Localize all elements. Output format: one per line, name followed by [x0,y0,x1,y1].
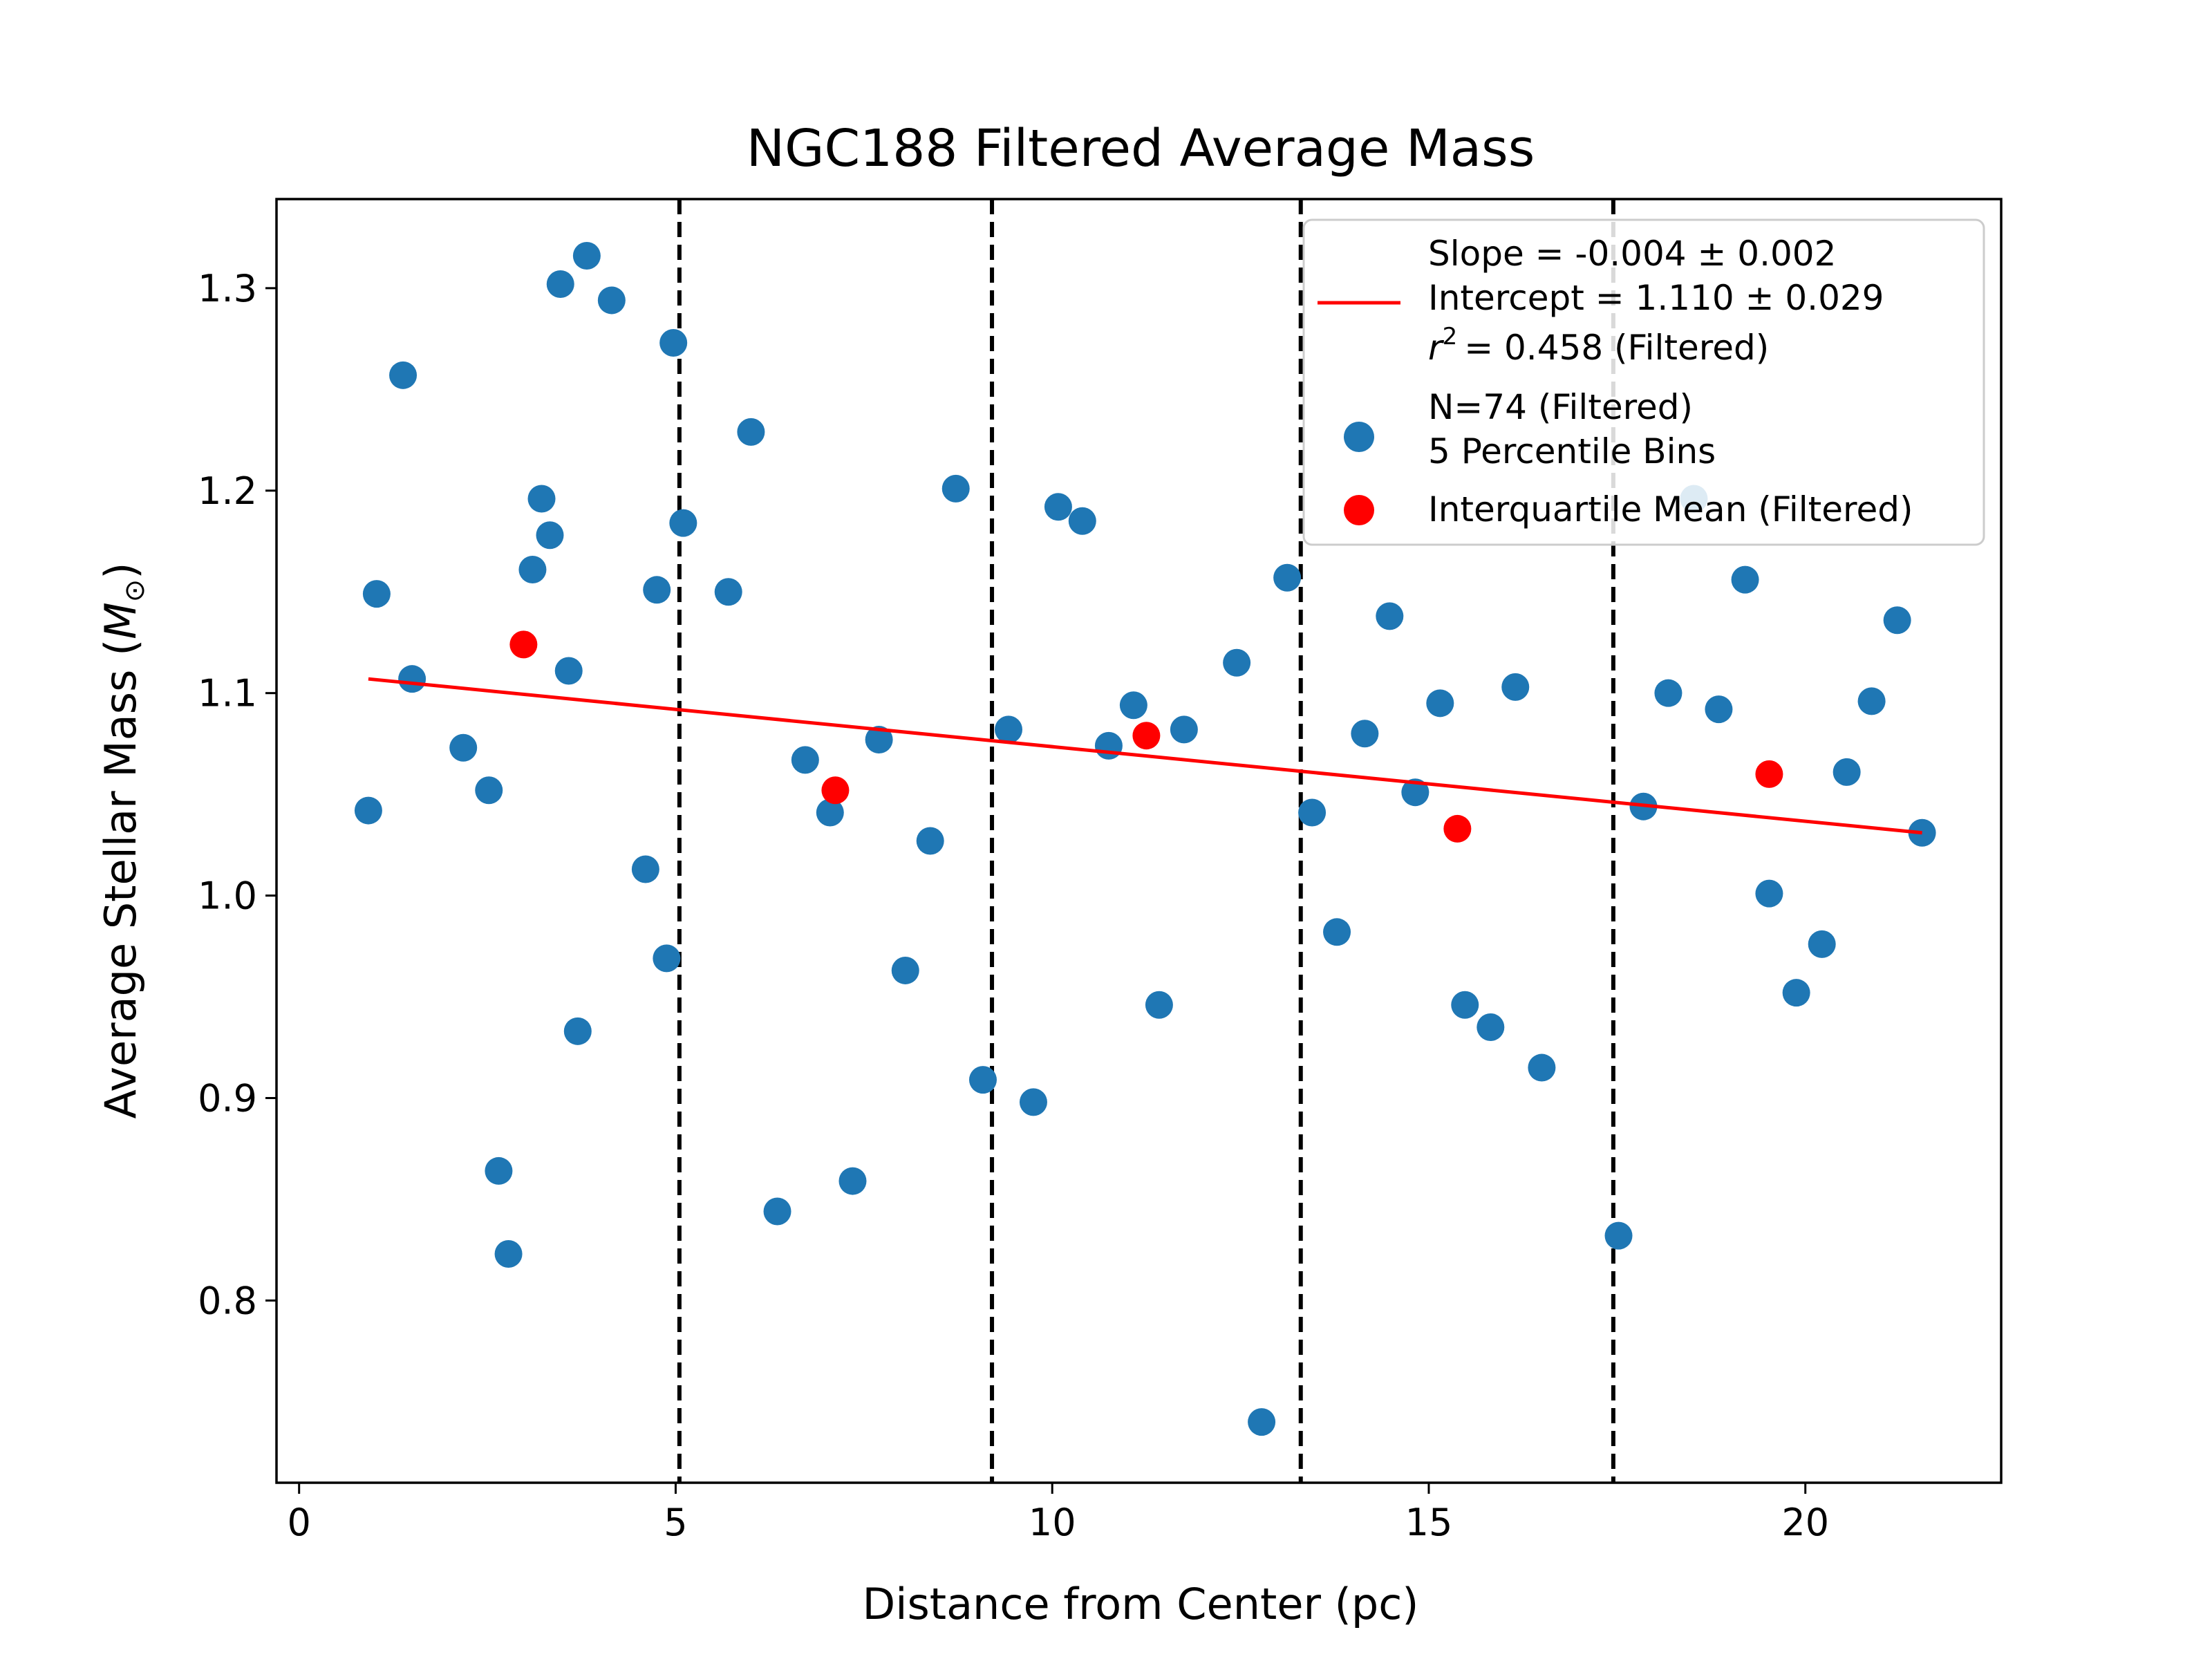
binned-point-64 [1857,687,1886,715]
binned-point-1 [354,796,382,825]
y-tick-label-1: 0.9 [198,1076,257,1120]
x-tick-label-20: 20 [1781,1501,1829,1544]
binned-point-38 [1119,691,1147,720]
y-tick-label-3: 1.1 [198,672,257,715]
binned-point-34 [1019,1088,1047,1116]
binned-point-36 [1068,507,1096,535]
binned-point-28 [865,726,893,754]
binned-point-19 [653,944,681,973]
x-axis: 0 5 10 15 20 [288,1483,1829,1544]
binned-point-44 [1298,798,1327,827]
y-tick-label-2: 1.0 [198,874,257,918]
binned-point-56 [1654,679,1683,707]
binned-point-58 [1705,695,1733,724]
binned-point-46 [1351,720,1379,748]
binned-point-40 [1170,715,1198,744]
iqm-point-5 [1755,760,1783,788]
binned-point-23 [737,418,765,446]
binned-point-2 [362,580,391,608]
binned-point-32 [968,1066,997,1094]
binned-point-45 [1323,918,1351,946]
legend-slope-text: Slope = -0.004 ± 0.002 [1428,234,1836,274]
binned-point-26 [816,798,844,827]
binned-point-14 [563,1017,592,1045]
binned-point-24 [763,1197,791,1226]
binned-point-62 [1808,930,1836,958]
binned-point-59 [1731,565,1759,594]
x-axis-label: Distance from Center (pc) [862,1579,1418,1629]
binned-point-50 [1451,991,1479,1019]
binned-point-61 [1782,979,1810,1007]
binned-point-21 [669,509,697,537]
binned-point-3 [389,361,418,389]
binned-point-65 [1883,606,1911,635]
x-tick-label-0: 0 [288,1501,311,1544]
binned-point-9 [518,556,547,584]
binned-point-22 [714,578,742,606]
legend-iqm-text: Interquartile Mean (Filtered) [1428,489,1913,529]
binned-point-52 [1501,673,1530,701]
binned-point-51 [1477,1013,1505,1041]
binned-point-27 [838,1167,867,1195]
legend: Slope = -0.004 ± 0.002 Intercept = 1.110… [1302,218,1985,546]
binned-point-5 [449,733,478,762]
binned-point-31 [941,474,970,503]
binned-point-47 [1376,602,1404,630]
y-axis: 0.8 0.9 1.0 1.1 1.2 1.3 [198,267,276,1322]
x-tick-label-15: 15 [1405,1501,1453,1544]
binned-point-48 [1401,778,1430,807]
binned-point-41 [1223,648,1251,677]
binned-point-11 [536,521,564,550]
binned-point-35 [1044,493,1072,521]
plot-frame [275,198,2003,1484]
binned-point-17 [631,855,659,883]
legend-n-text: N=74 (Filtered) [1428,387,1693,427]
legend-r2-text: r2 = 0.458 (Filtered) [1428,323,1769,368]
binned-point-63 [1833,758,1861,786]
binned-point-16 [597,286,626,315]
legend-bins-text: 5 Percentile Bins [1428,431,1716,471]
iqm-point-3 [1132,722,1161,750]
binned-point-20 [659,328,688,357]
iqm-point-1 [509,630,538,659]
binned-point-7 [485,1156,513,1185]
binned-point-18 [643,576,671,604]
binned-point-29 [891,956,919,984]
binned-point-12 [546,270,574,299]
chart-title: NGC188 Filtered Average Mass [747,119,1535,178]
iqm-point-2 [821,776,850,805]
y-tick-label-0: 0.8 [198,1279,257,1322]
legend-binned-marker [1344,422,1374,452]
y-tick-label-5: 1.3 [198,267,257,310]
binned-point-30 [916,827,944,855]
y-tick-label-4: 1.2 [198,469,257,513]
binned-point-6 [475,776,503,805]
legend-box [1302,218,1985,546]
binned-point-49 [1426,689,1454,718]
binned-point-8 [494,1240,523,1268]
x-tick-label-10: 10 [1029,1501,1076,1544]
x-tick-label-5: 5 [664,1501,687,1544]
binned-point-37 [1094,731,1123,760]
legend-iqm-marker [1344,495,1374,525]
y-axis-label: Average Stellar Mass (M⊙) [95,563,151,1119]
iqm-point-4 [1443,814,1472,843]
binned-point-10 [527,485,556,513]
binned-point-53 [1528,1053,1556,1082]
binned-point-54 [1604,1221,1633,1250]
binned-point-13 [554,657,583,685]
binned-point-15 [572,242,601,270]
binned-point-33 [995,715,1023,744]
fit-line [368,677,1922,835]
binned-point-4 [398,665,427,693]
binned-point-25 [791,746,819,774]
legend-intercept-text: Intercept = 1.110 ± 0.029 [1428,278,1884,318]
binned-point-42 [1248,1408,1276,1436]
binned-point-60 [1755,879,1783,908]
binned-point-43 [1273,563,1302,592]
binned-point-39 [1145,991,1173,1019]
